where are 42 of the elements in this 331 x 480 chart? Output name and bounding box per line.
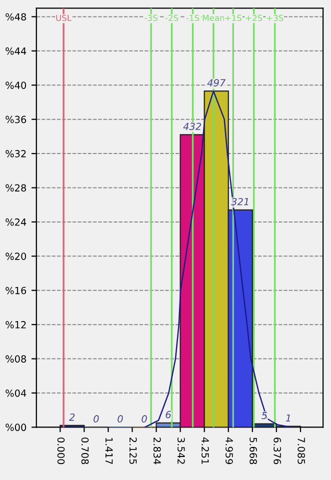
annotation: 5 [262,412,267,420]
annotation: 2 [69,413,75,421]
x-tick-label: 4.251 [202,437,209,464]
x-tick-label: 5.668 [250,438,257,464]
y-tick-label: %36 [6,116,26,124]
ref-line-label: -2S [165,14,178,22]
ref-line-label: Mean [202,14,224,22]
annotation: 0 [94,415,99,423]
x-tick-label: 2.125 [129,438,137,464]
ref-line-label: USL [56,14,72,22]
annotation: 432 [183,122,202,130]
annotation: 497 [207,79,226,86]
y-tick-label: %16 [6,286,26,294]
x-tick-label: 1.417 [106,438,113,464]
y-tick-label: %44 [6,47,26,55]
ref-line-label: +2S [246,14,262,22]
y-tick-label: %00 [6,424,26,432]
x-tick-label: 0.000 [57,438,65,464]
ref-line-label: +3S [266,14,284,22]
y-tick-label: %12 [6,321,26,328]
x-tick-label: 0.708 [81,438,89,464]
y-tick-label: %48 [6,13,26,21]
ref-line-label: -3S [144,14,158,22]
y-tick-label: %32 [6,150,26,158]
x-tick-label: 6.376 [274,438,281,464]
y-tick-label: %24 [6,218,26,226]
annotation: 0 [142,415,147,423]
y-tick-label: %40 [6,82,26,89]
y-tick-label: %20 [6,252,26,260]
ref-line-label: -1S [186,14,200,22]
y-tick-label: %28 [6,184,26,192]
x-tick-label: 3.542 [177,438,185,464]
annotation: 0 [118,415,123,423]
annotation: 1 [286,414,290,422]
y-tick-label: %04 [6,389,26,397]
y-tick-label: %08 [6,355,26,363]
x-tick-label: 4.959 [226,437,233,464]
x-tick-label: 7.085 [298,438,306,464]
ref-line-label: +1S [225,14,242,22]
annotation: 6 [166,410,171,418]
annotation: 321 [231,198,248,206]
x-tick-label: 2.834 [153,438,161,464]
